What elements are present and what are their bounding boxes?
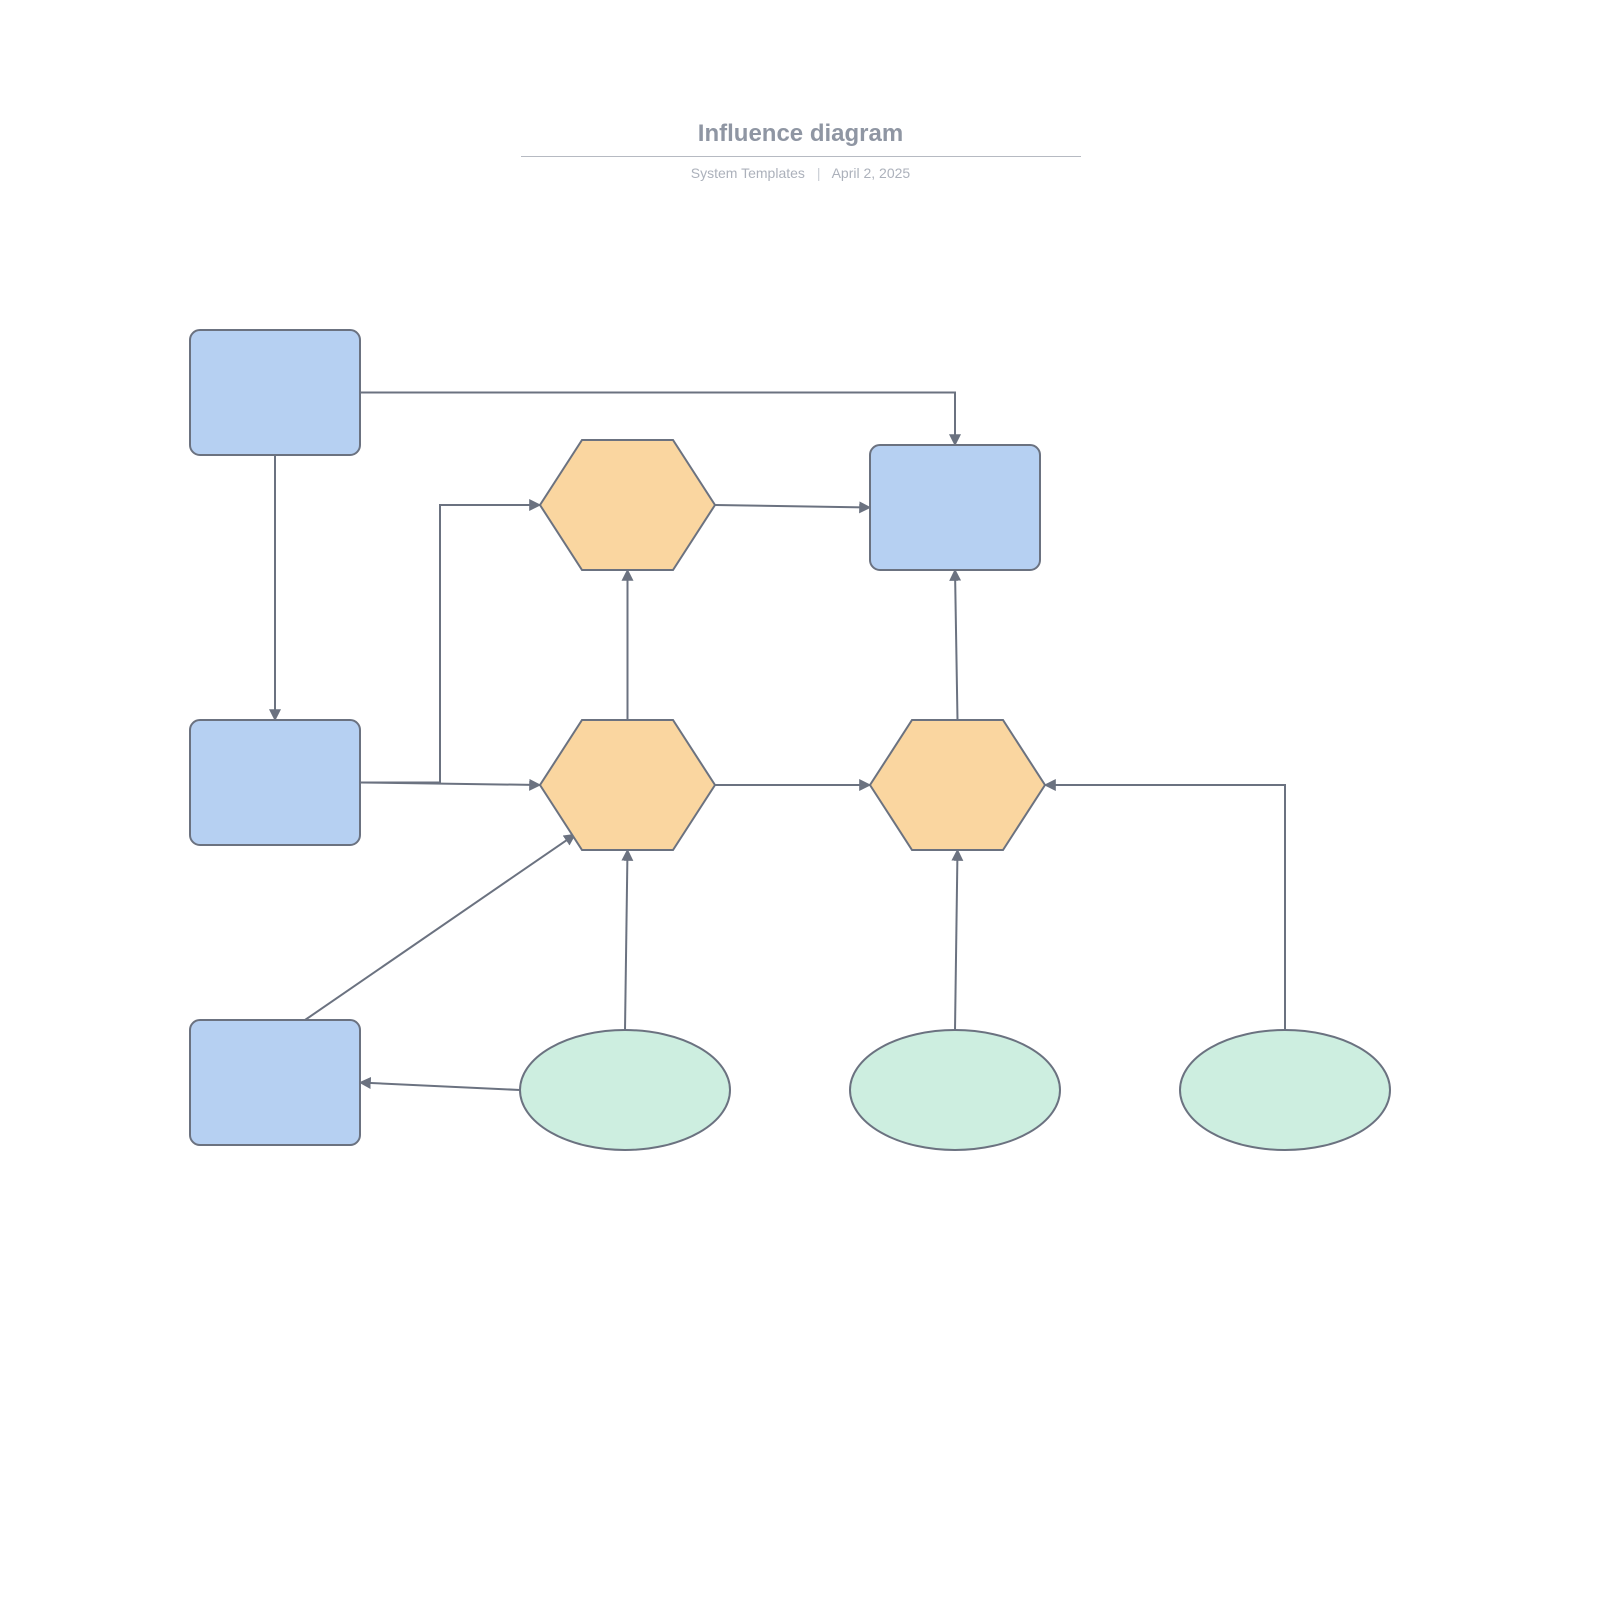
node-h1 [540,440,715,570]
node-r1 [190,330,360,455]
edge-r2-h1 [360,505,540,783]
node-e1 [520,1030,730,1150]
edge-e3-h3 [1045,785,1285,1030]
edge-r1-r4 [360,393,955,446]
edge-e2-h3 [955,850,958,1030]
node-e2 [850,1030,1060,1150]
edge-h1-r4 [715,505,870,508]
node-r2 [190,720,360,845]
edge-e1-h2 [625,850,628,1030]
edge-e1-r3 [360,1083,520,1091]
node-h3 [870,720,1045,850]
edge-r3-h2 [305,834,575,1020]
edge-h3-r4 [955,570,958,720]
node-h2 [540,720,715,850]
node-r4 [870,445,1040,570]
influence-diagram-canvas [0,0,1601,1601]
node-e3 [1180,1030,1390,1150]
node-r3 [190,1020,360,1145]
